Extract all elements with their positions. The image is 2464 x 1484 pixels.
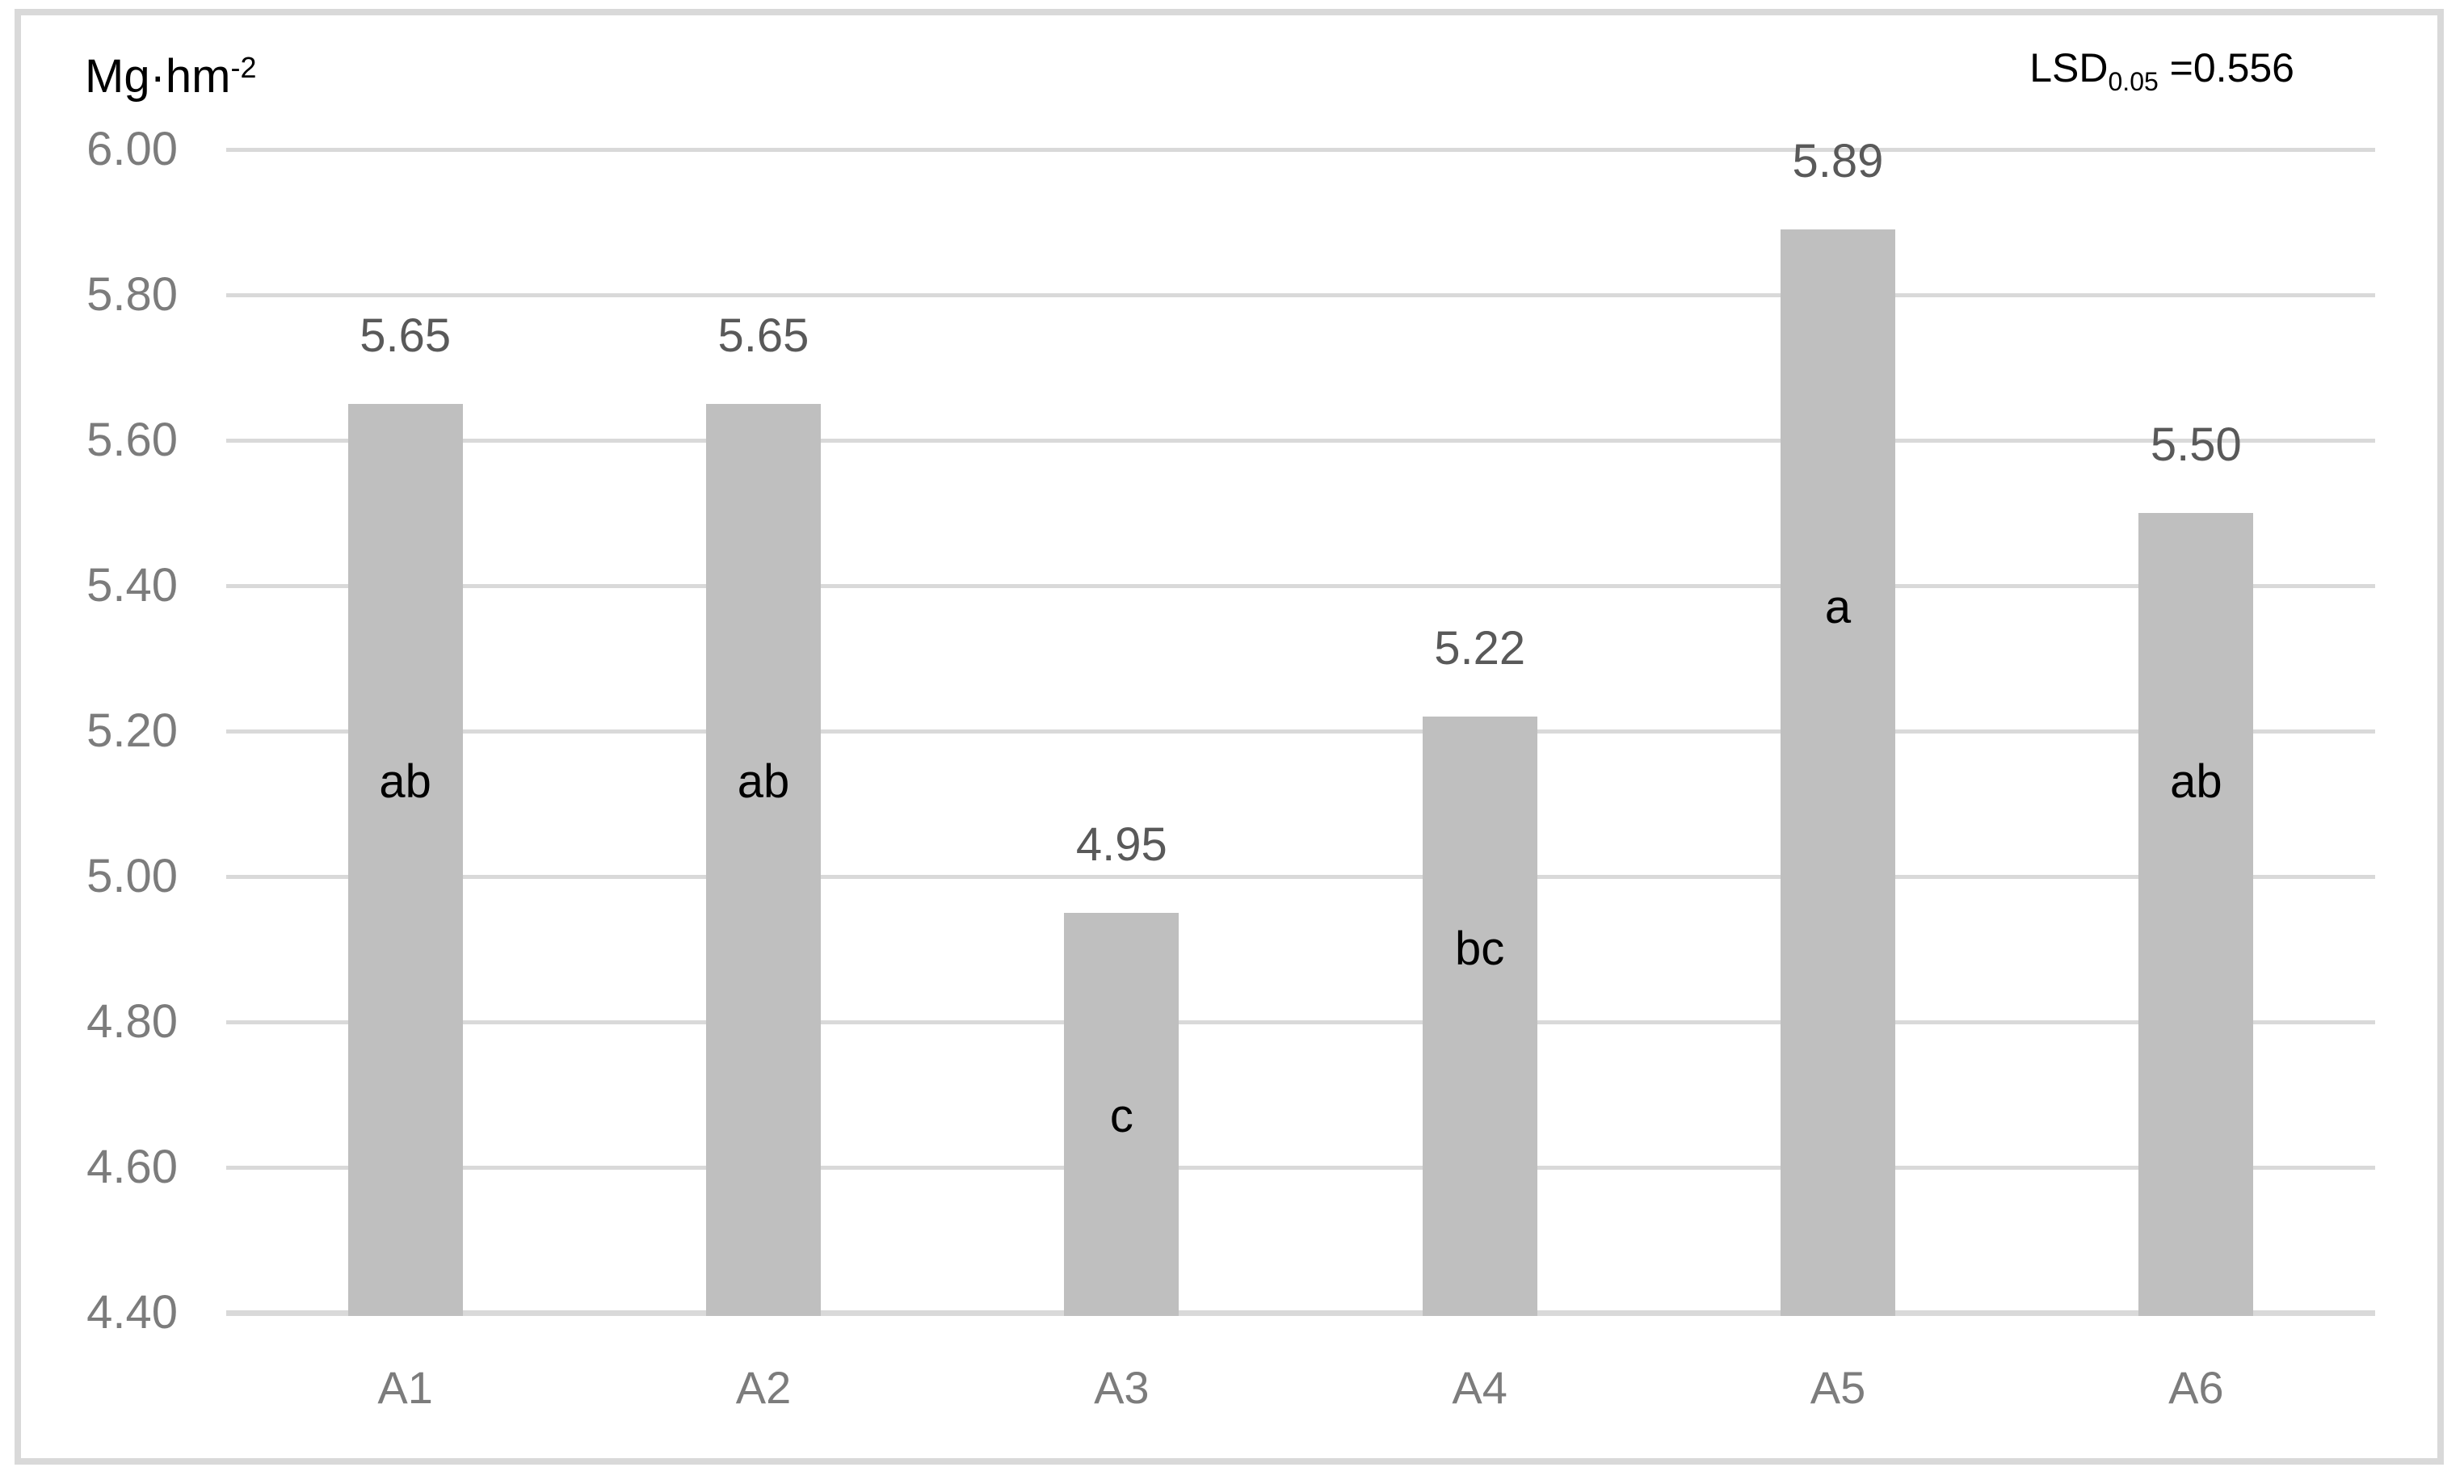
- bar-a5: [1781, 229, 1895, 1316]
- bar-value-label: 5.65: [717, 309, 809, 362]
- significance-letter: bc: [1455, 923, 1505, 975]
- gridline: [226, 1166, 2375, 1170]
- bar-value-label: 5.89: [1792, 135, 1884, 187]
- gridline: [226, 1020, 2375, 1024]
- bar-a1: [347, 404, 463, 1316]
- gridline: [226, 293, 2375, 297]
- bar-a3: [1064, 913, 1179, 1316]
- x-axis-category-label: A5: [1810, 1362, 1866, 1413]
- x-axis-category-label: A6: [2168, 1362, 2224, 1413]
- y-axis-tick-label: 4.80: [86, 995, 178, 1048]
- y-axis-unit-label: Mg·hm-2: [85, 44, 256, 109]
- significance-letter: ab: [2170, 755, 2222, 808]
- y-axis-tick-label: 5.80: [86, 268, 178, 321]
- bar-value-label: 4.95: [1075, 818, 1167, 871]
- significance-letter: ab: [379, 755, 431, 808]
- lsd-base: LSD: [2029, 45, 2109, 90]
- y-axis-tick-label: 6.00: [86, 123, 178, 175]
- y-axis-tick-label: 5.20: [86, 704, 178, 757]
- bar-value-label: 5.65: [360, 309, 452, 362]
- chart-border-frame: [15, 9, 2444, 1465]
- y-axis-tick-label: 5.00: [86, 850, 178, 902]
- y-axis-tick-label: 4.40: [86, 1286, 178, 1339]
- x-axis-category-label: A1: [377, 1362, 433, 1413]
- gridline: [226, 584, 2375, 588]
- lsd-subscript: 0.05: [2108, 67, 2159, 97]
- lsd-value: =0.556: [2158, 45, 2294, 90]
- x-axis-category-label: A4: [1452, 1362, 1507, 1413]
- unit-base: Mg·hm: [85, 50, 231, 103]
- bar-value-label: 5.50: [2150, 418, 2242, 471]
- gridline: [226, 439, 2375, 443]
- y-axis-tick-label: 5.60: [86, 414, 178, 466]
- x-axis-category-label: A3: [1094, 1362, 1150, 1413]
- y-axis-tick-label: 4.60: [86, 1141, 178, 1193]
- bar-a2: [706, 404, 821, 1316]
- gridline: [226, 875, 2375, 879]
- unit-superscript: -2: [230, 51, 257, 85]
- significance-letter: a: [1824, 581, 1852, 633]
- significance-letter: c: [1109, 1090, 1133, 1142]
- bar-value-label: 5.22: [1434, 622, 1526, 675]
- gridline: [226, 729, 2375, 734]
- lsd-annotation: LSD0.05 =0.556: [2029, 39, 2294, 97]
- x-axis-category-label: A2: [735, 1362, 792, 1413]
- y-axis-tick-label: 5.40: [86, 559, 178, 612]
- gridline: [226, 148, 2375, 152]
- bar-a6: [2138, 513, 2254, 1316]
- significance-letter: ab: [737, 755, 790, 808]
- x-axis-line: [226, 1310, 2375, 1316]
- bar-a4: [1422, 717, 1537, 1316]
